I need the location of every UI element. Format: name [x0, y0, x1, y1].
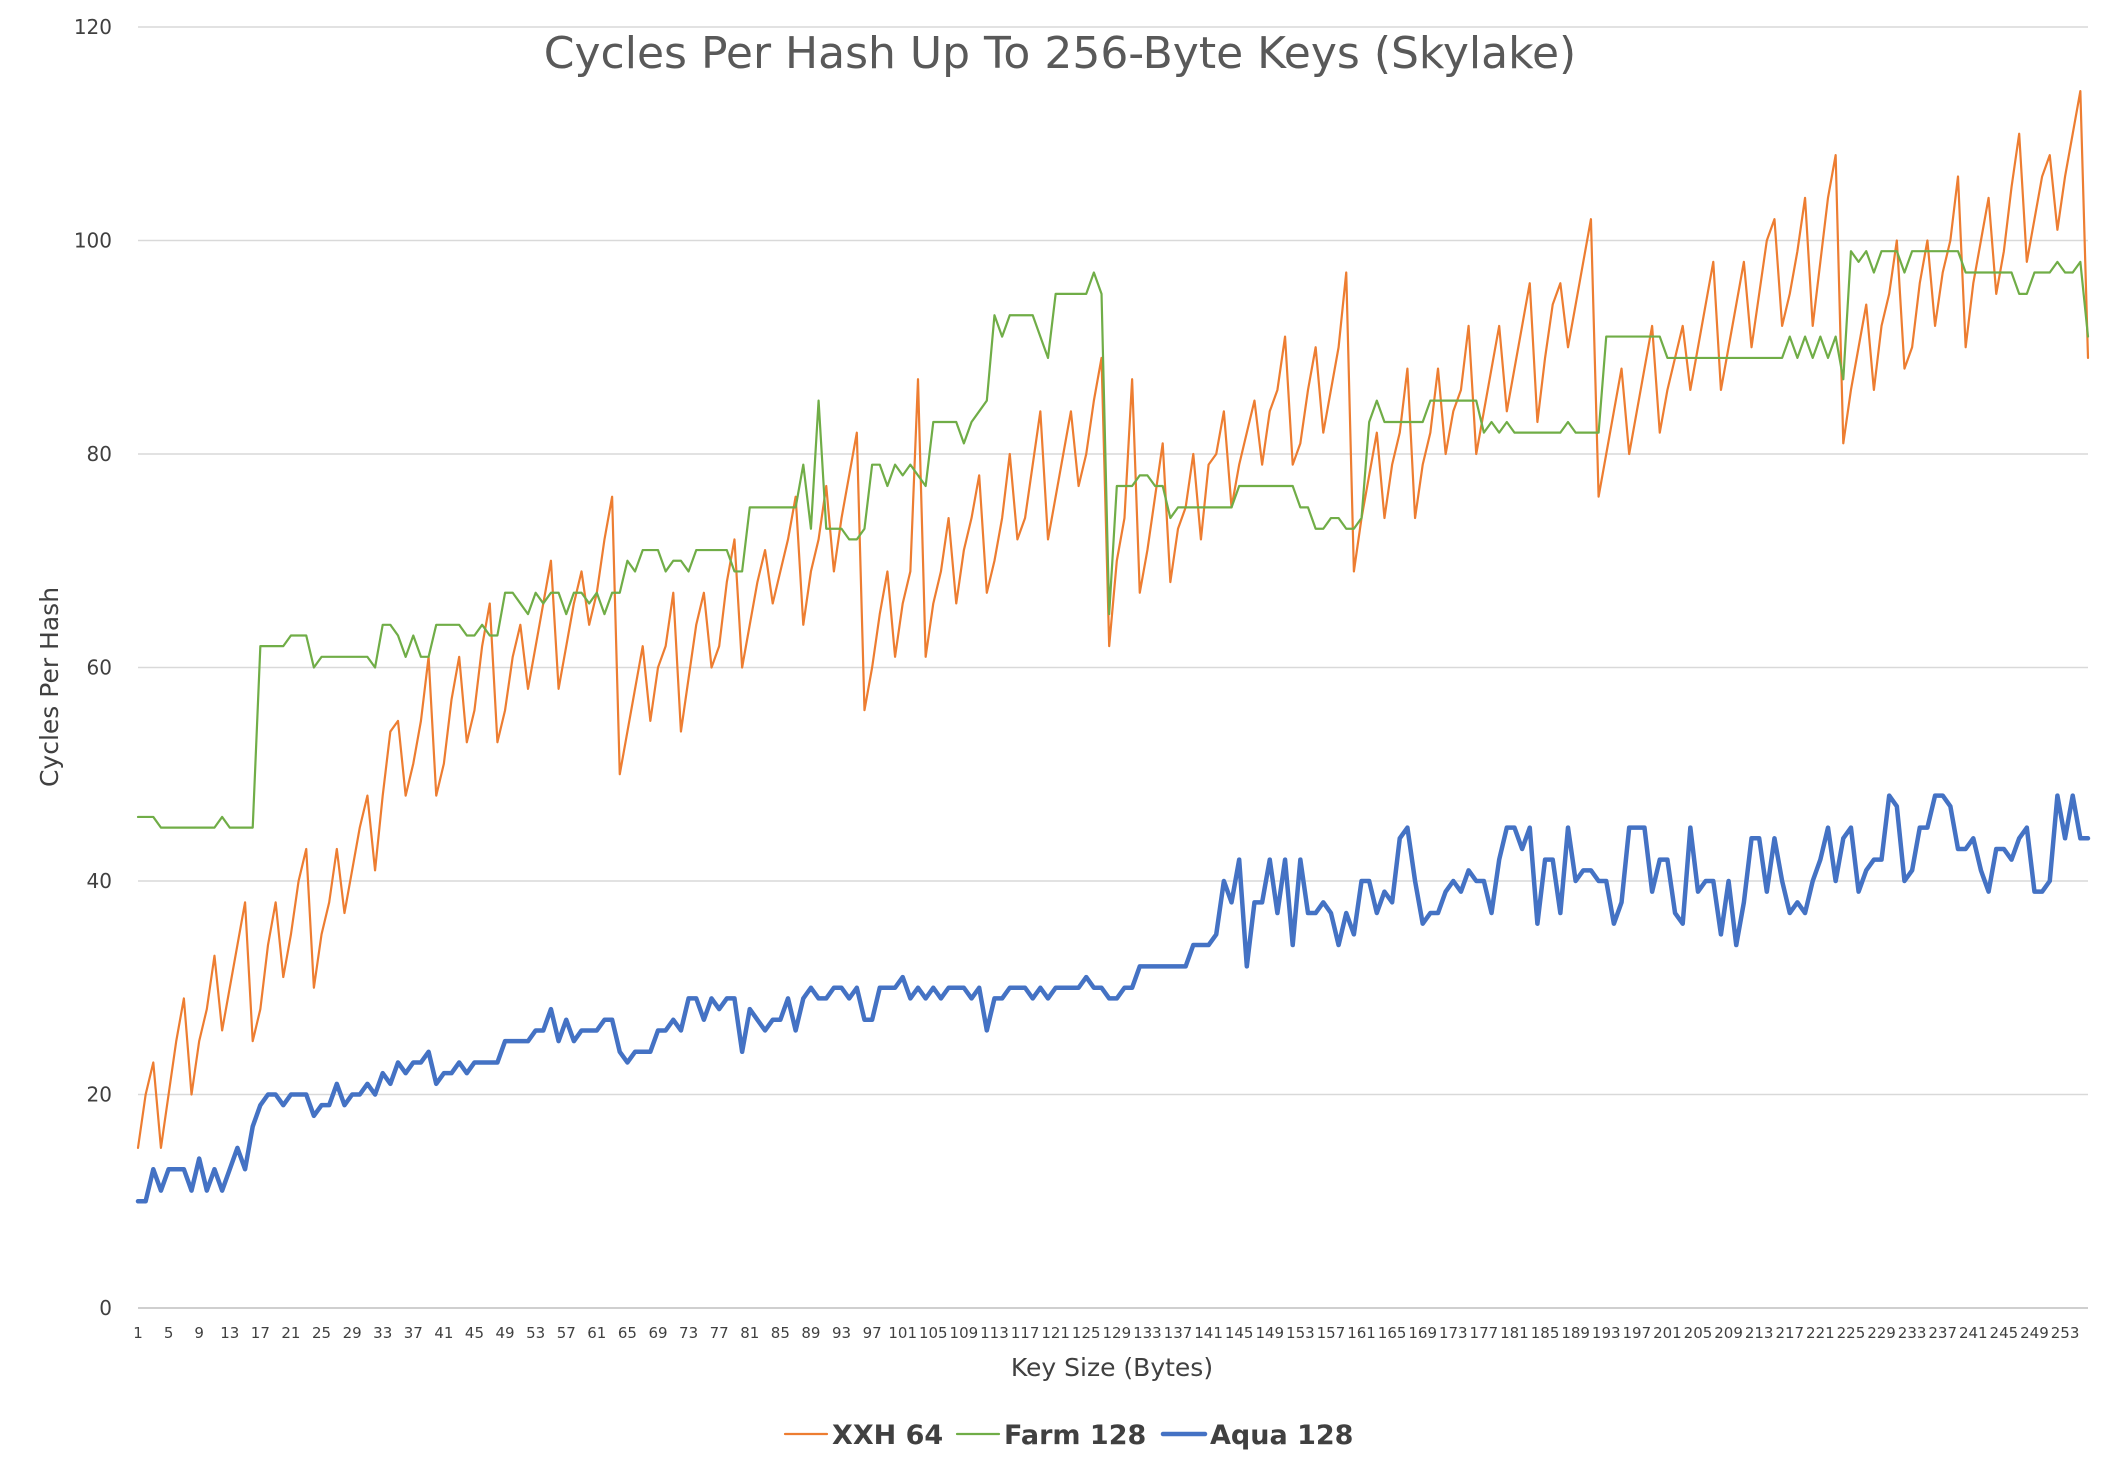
x-tick-label: 161 [1347, 1324, 1376, 1342]
x-tick-label: 209 [1714, 1324, 1743, 1342]
x-tick-label: 177 [1470, 1324, 1499, 1342]
x-tick-label: 117 [1011, 1324, 1040, 1342]
x-tick-label: 97 [863, 1324, 882, 1342]
aqua-128-line [135, 793, 2091, 1204]
x-axis-ticks: 1 5 9 13 17 21 25 29 33 37 41 45 49 53 57 61 65 69 73 77 81 8… [133, 1324, 2079, 1342]
x-tick-label: 105 [919, 1324, 948, 1342]
x-tick-label: 89 [801, 1324, 820, 1342]
x-tick-label: 225 [1837, 1324, 1866, 1342]
x-tick-label: 1 [133, 1324, 143, 1342]
xxh-64-line [136, 89, 2090, 1149]
x-tick-label: 5 [164, 1324, 174, 1342]
x-tick-label: 101 [888, 1324, 917, 1342]
x-tick-label: 173 [1439, 1324, 1468, 1342]
legend-label: XXH 64 [832, 1420, 943, 1451]
x-tick-label: 21 [281, 1324, 300, 1342]
y-tick-label: 0 [99, 1296, 112, 1320]
y-tick-label: 60 [87, 656, 112, 680]
x-tick-label: 137 [1164, 1324, 1193, 1342]
x-tick-label: 185 [1531, 1324, 1560, 1342]
x-tick-label: 145 [1225, 1324, 1254, 1342]
x-tick-label: 249 [2020, 1324, 2049, 1342]
y-axis-ticks: 0 20 40 60 80 100 120 [74, 15, 112, 1320]
x-tick-label: 205 [1684, 1324, 1713, 1342]
x-tick-label: 181 [1500, 1324, 1529, 1342]
legend-label: Farm 128 [1004, 1420, 1146, 1451]
x-tick-label: 81 [740, 1324, 759, 1342]
x-tick-label: 129 [1103, 1324, 1132, 1342]
y-tick-label: 80 [87, 442, 112, 466]
x-tick-label: 149 [1255, 1324, 1284, 1342]
x-tick-label: 157 [1317, 1324, 1346, 1342]
x-tick-label: 61 [587, 1324, 606, 1342]
x-tick-label: 169 [1408, 1324, 1437, 1342]
x-tick-label: 229 [1867, 1324, 1896, 1342]
x-tick-label: 193 [1592, 1324, 1621, 1342]
x-tick-label: 69 [648, 1324, 667, 1342]
x-tick-label: 13 [220, 1324, 239, 1342]
x-tick-label: 85 [771, 1324, 790, 1342]
x-tick-label: 33 [373, 1324, 392, 1342]
x-tick-label: 141 [1194, 1324, 1223, 1342]
legend-item-xxh-64: XXH 64 [783, 1420, 943, 1451]
x-tick-label: 49 [496, 1324, 515, 1342]
legend-item-farm-128: Farm 128 [955, 1420, 1146, 1451]
x-tick-label: 109 [950, 1324, 979, 1342]
x-tick-label: 29 [343, 1324, 362, 1342]
x-tick-label: 37 [404, 1324, 423, 1342]
x-tick-label: 9 [194, 1324, 204, 1342]
x-tick-label: 153 [1286, 1324, 1315, 1342]
x-axis-title: Key Size (Bytes) [1011, 1353, 1213, 1382]
x-tick-label: 233 [1898, 1324, 1927, 1342]
y-tick-label: 100 [74, 229, 112, 253]
x-tick-label: 197 [1623, 1324, 1652, 1342]
x-tick-label: 201 [1653, 1324, 1682, 1342]
x-tick-label: 245 [1990, 1324, 2019, 1342]
x-tick-label: 45 [465, 1324, 484, 1342]
x-tick-label: 113 [980, 1324, 1009, 1342]
x-tick-label: 57 [557, 1324, 576, 1342]
legend-item-aqua-128: Aqua 128 [1160, 1420, 1353, 1451]
x-tick-label: 241 [1959, 1324, 1988, 1342]
legend-label: Aqua 128 [1210, 1420, 1353, 1451]
x-tick-label: 189 [1561, 1324, 1590, 1342]
x-tick-label: 133 [1133, 1324, 1162, 1342]
x-tick-label: 221 [1806, 1324, 1835, 1342]
y-tick-label: 120 [74, 15, 112, 39]
x-tick-label: 121 [1041, 1324, 1070, 1342]
x-tick-label: 65 [618, 1324, 637, 1342]
gridlines [138, 26, 2088, 1309]
farm-128-line [136, 250, 2090, 829]
x-tick-label: 213 [1745, 1324, 1774, 1342]
x-tick-label: 93 [832, 1324, 851, 1342]
x-tick-label: 41 [434, 1324, 453, 1342]
x-tick-label: 73 [679, 1324, 698, 1342]
legend: XXH 64 Farm 128 Aqua 128 [783, 1420, 1353, 1451]
x-tick-label: 237 [1928, 1324, 1957, 1342]
x-tick-label: 25 [312, 1324, 331, 1342]
x-tick-label: 165 [1378, 1324, 1407, 1342]
y-tick-label: 20 [87, 1083, 112, 1107]
x-tick-label: 125 [1072, 1324, 1101, 1342]
x-tick-label: 53 [526, 1324, 545, 1342]
x-tick-label: 77 [710, 1324, 729, 1342]
y-axis-title: Cycles Per Hash [35, 587, 64, 787]
x-tick-label: 217 [1775, 1324, 1804, 1342]
y-tick-label: 40 [87, 869, 112, 893]
x-tick-label: 253 [2051, 1324, 2080, 1342]
series-lines [135, 89, 2091, 1204]
x-tick-label: 17 [251, 1324, 270, 1342]
chart-title: Cycles Per Hash Up To 256-Byte Keys (Sky… [544, 28, 1576, 79]
